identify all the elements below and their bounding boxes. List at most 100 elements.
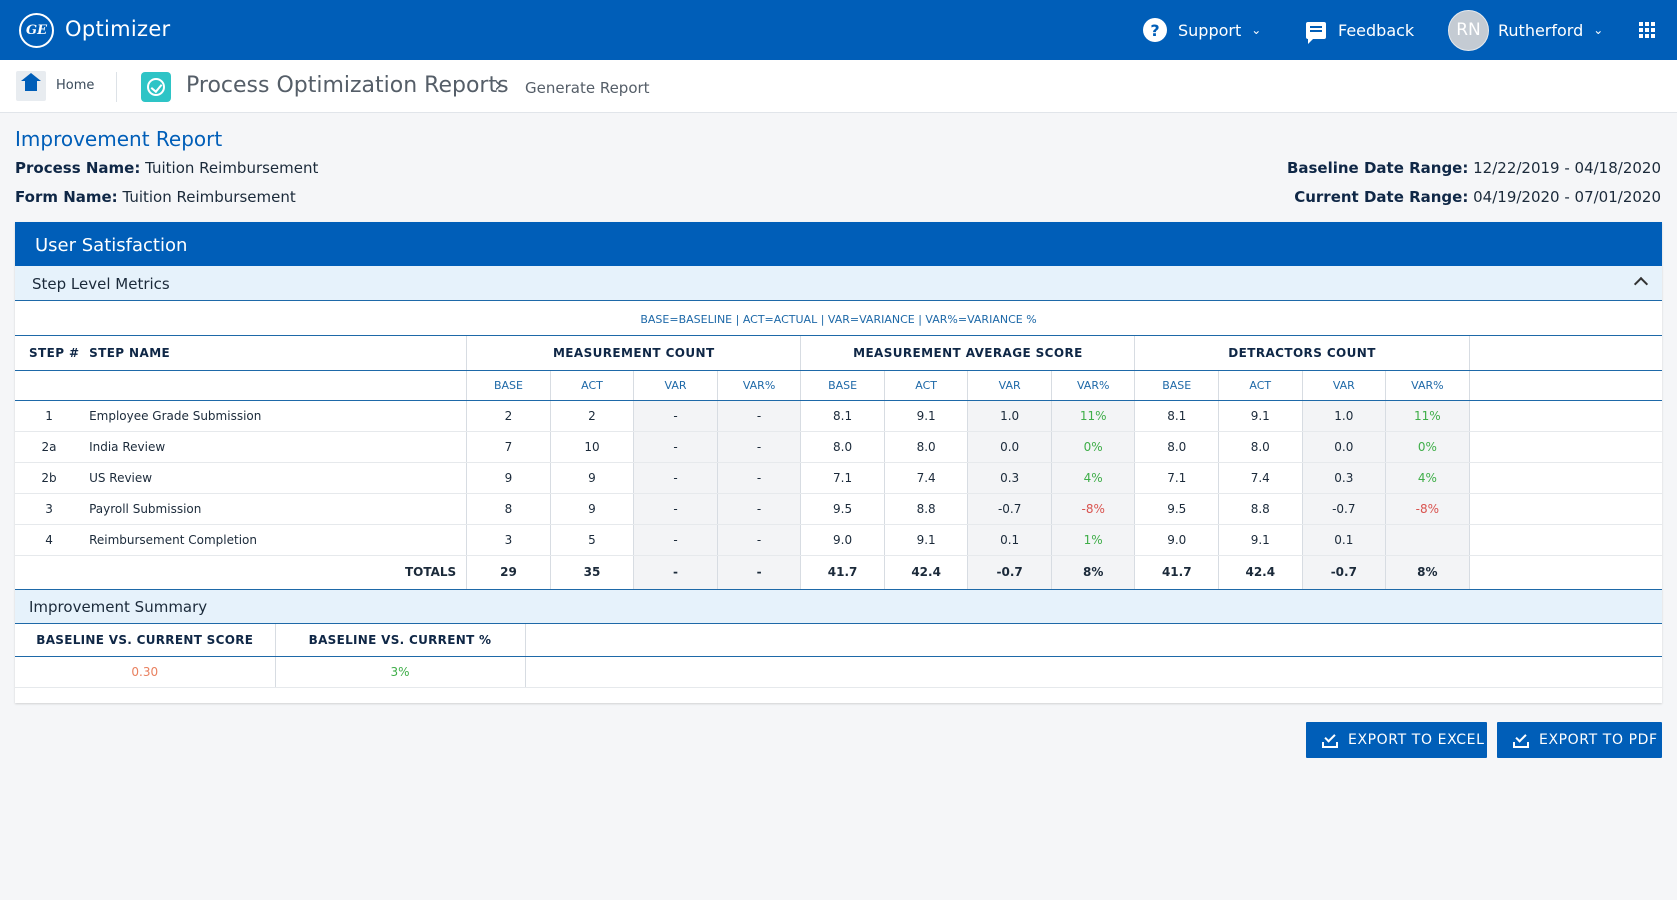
- metric-cell: 9.1: [883, 400, 968, 432]
- step-number: 2a: [15, 431, 84, 463]
- metric-cell: 8.8: [883, 493, 968, 525]
- metric-cell: 9.1: [1218, 524, 1303, 556]
- metric-cell: 9: [466, 462, 551, 494]
- metric-cell: -: [633, 524, 718, 556]
- step-name: Payroll Submission: [83, 493, 467, 525]
- user-name: Rutherford: [1498, 20, 1584, 40]
- total-cell: 8%: [1050, 554, 1135, 590]
- step-number: 3: [15, 493, 84, 525]
- table-row: 2b US Review 9 9- -7.1 7.4 0.3 4% 7.1 7.4 0.3 4%: [15, 462, 1662, 494]
- breadcrumb-section[interactable]: Process Optimization Reports: [186, 73, 509, 98]
- export-excel-label: EXPORT TO EXCEL: [1348, 732, 1485, 748]
- metric-cell: 2: [466, 400, 551, 432]
- metric-cell: -8%: [1050, 493, 1135, 525]
- metric-cell: 1.0: [967, 400, 1052, 432]
- step-name: India Review: [83, 431, 467, 463]
- process-name: Process Name: Tuition Reimbursement: [15, 159, 318, 177]
- totals-row: TOTALS 29 35- -41.7 42.4 -0.7 8% 41.7 42.4 -0.7 8%: [15, 554, 1662, 590]
- export-to-excel-button[interactable]: EXPORT TO EXCEL: [1306, 722, 1487, 758]
- export-to-pdf-button[interactable]: EXPORT TO PDF: [1497, 722, 1662, 758]
- subheader-var-pct: VAR%: [1050, 370, 1135, 401]
- subheader-act: ACT: [549, 370, 634, 401]
- table-row: 4 Reimbursement Completion 3 5- -9.0 9.1 0.1 1%…: [15, 524, 1662, 556]
- filler-cell: [1468, 493, 1662, 525]
- chevron-right-icon: ›: [494, 73, 503, 98]
- col-baseline-vs-current-score: BASELINE VS. CURRENT SCORE: [15, 623, 275, 657]
- total-cell: 42.4: [883, 554, 968, 590]
- feedback-button[interactable]: Feedback: [1306, 0, 1414, 60]
- summary-score-value: 0.30: [15, 656, 275, 688]
- metric-cell: -0.7: [967, 493, 1052, 525]
- metric-cell: 9.5: [800, 493, 885, 525]
- home-icon: [21, 73, 41, 93]
- metric-cell: 8.0: [883, 431, 968, 463]
- metric-cell: 11%: [1385, 400, 1470, 432]
- user-menu[interactable]: RN Rutherford ⌄: [1448, 0, 1603, 60]
- metric-cell: 8.1: [1134, 400, 1219, 432]
- step-level-metrics-header[interactable]: Step Level Metrics: [15, 266, 1662, 301]
- chevron-up-icon[interactable]: [1633, 276, 1649, 292]
- metric-cell: 9.1: [883, 524, 968, 556]
- metrics-table: STEP # STEP NAME MEASUREMENT COUNT MEASU…: [15, 336, 1662, 590]
- metric-cell: 0.3: [1301, 462, 1386, 494]
- metric-cell: 0.0: [967, 431, 1052, 463]
- metric-cell: 9: [549, 493, 634, 525]
- group-detractors-count: DETRACTORS COUNT: [1134, 336, 1470, 371]
- group-measurement-average-score: MEASUREMENT AVERAGE SCORE: [800, 336, 1135, 371]
- step-name: US Review: [83, 462, 467, 494]
- process-optimization-icon: [141, 72, 171, 102]
- support-menu[interactable]: ? Support ⌄: [1143, 0, 1261, 60]
- home-link[interactable]: Home: [56, 78, 95, 93]
- metric-cell: 0%: [1050, 431, 1135, 463]
- metric-cell: 2: [549, 400, 634, 432]
- total-cell: 8%: [1385, 554, 1470, 590]
- user-satisfaction-card: User Satisfaction Step Level Metrics BAS…: [15, 222, 1662, 703]
- process-name-value: Tuition Reimbursement: [145, 159, 319, 177]
- subheader-base: BASE: [1134, 370, 1219, 401]
- summary-pct-value: 3%: [274, 656, 525, 688]
- metric-cell: -: [633, 400, 718, 432]
- metric-cell: 1.0: [1301, 400, 1386, 432]
- current-date-range: Current Date Range: 04/19/2020 - 07/01/2…: [1294, 188, 1661, 206]
- subheader-act: ACT: [883, 370, 968, 401]
- subheader-var: VAR: [633, 370, 718, 401]
- step-name: Reimbursement Completion: [83, 524, 467, 556]
- card-title: User Satisfaction: [15, 222, 1662, 266]
- home-button[interactable]: [16, 71, 46, 101]
- form-name-value: Tuition Reimbursement: [122, 188, 296, 206]
- table-row: 3 Payroll Submission 8 9- -9.5 8.8 -0.7 -8% 9.5 8…: [15, 493, 1662, 525]
- page-title: Improvement Report: [15, 127, 223, 151]
- ge-logo-icon[interactable]: GE: [19, 13, 54, 48]
- feedback-icon: [1306, 21, 1326, 44]
- metric-cell: 7.4: [1218, 462, 1303, 494]
- metric-cell: -: [716, 493, 801, 525]
- metric-cell: -: [716, 524, 801, 556]
- metric-cell: 7.4: [883, 462, 968, 494]
- metric-cell: -: [633, 431, 718, 463]
- metric-cell: 9.1: [1218, 400, 1303, 432]
- metric-cell: 0.0: [1301, 431, 1386, 463]
- subheader-var-pct: VAR%: [1385, 370, 1470, 401]
- logo-text: GE: [25, 23, 47, 38]
- total-cell: 29: [466, 554, 551, 590]
- filler-cell: [1468, 431, 1662, 463]
- filler-cell: [524, 623, 1662, 657]
- metric-cell: 9.0: [1134, 524, 1219, 556]
- app-launcher-icon[interactable]: [1639, 22, 1655, 38]
- subheader-act: ACT: [1218, 370, 1303, 401]
- metric-cell: -: [633, 493, 718, 525]
- support-label: Support: [1178, 20, 1242, 40]
- metric-cell: 5: [549, 524, 634, 556]
- subheader-empty: [83, 370, 467, 401]
- metric-cell: -: [716, 431, 801, 463]
- download-icon: [1322, 732, 1338, 748]
- metric-cell: 8.1: [800, 400, 885, 432]
- metric-cell: [1385, 524, 1470, 556]
- step-number: 2b: [15, 462, 84, 494]
- table-row: 1 Employee Grade Submission 2 2- -8.1 9.1 1.0 1…: [15, 400, 1662, 432]
- process-name-label: Process Name:: [15, 159, 141, 177]
- filler-cell: [1468, 336, 1662, 371]
- subheader-var-pct: VAR%: [716, 370, 801, 401]
- feedback-label: Feedback: [1338, 20, 1415, 40]
- metric-cell: -8%: [1385, 493, 1470, 525]
